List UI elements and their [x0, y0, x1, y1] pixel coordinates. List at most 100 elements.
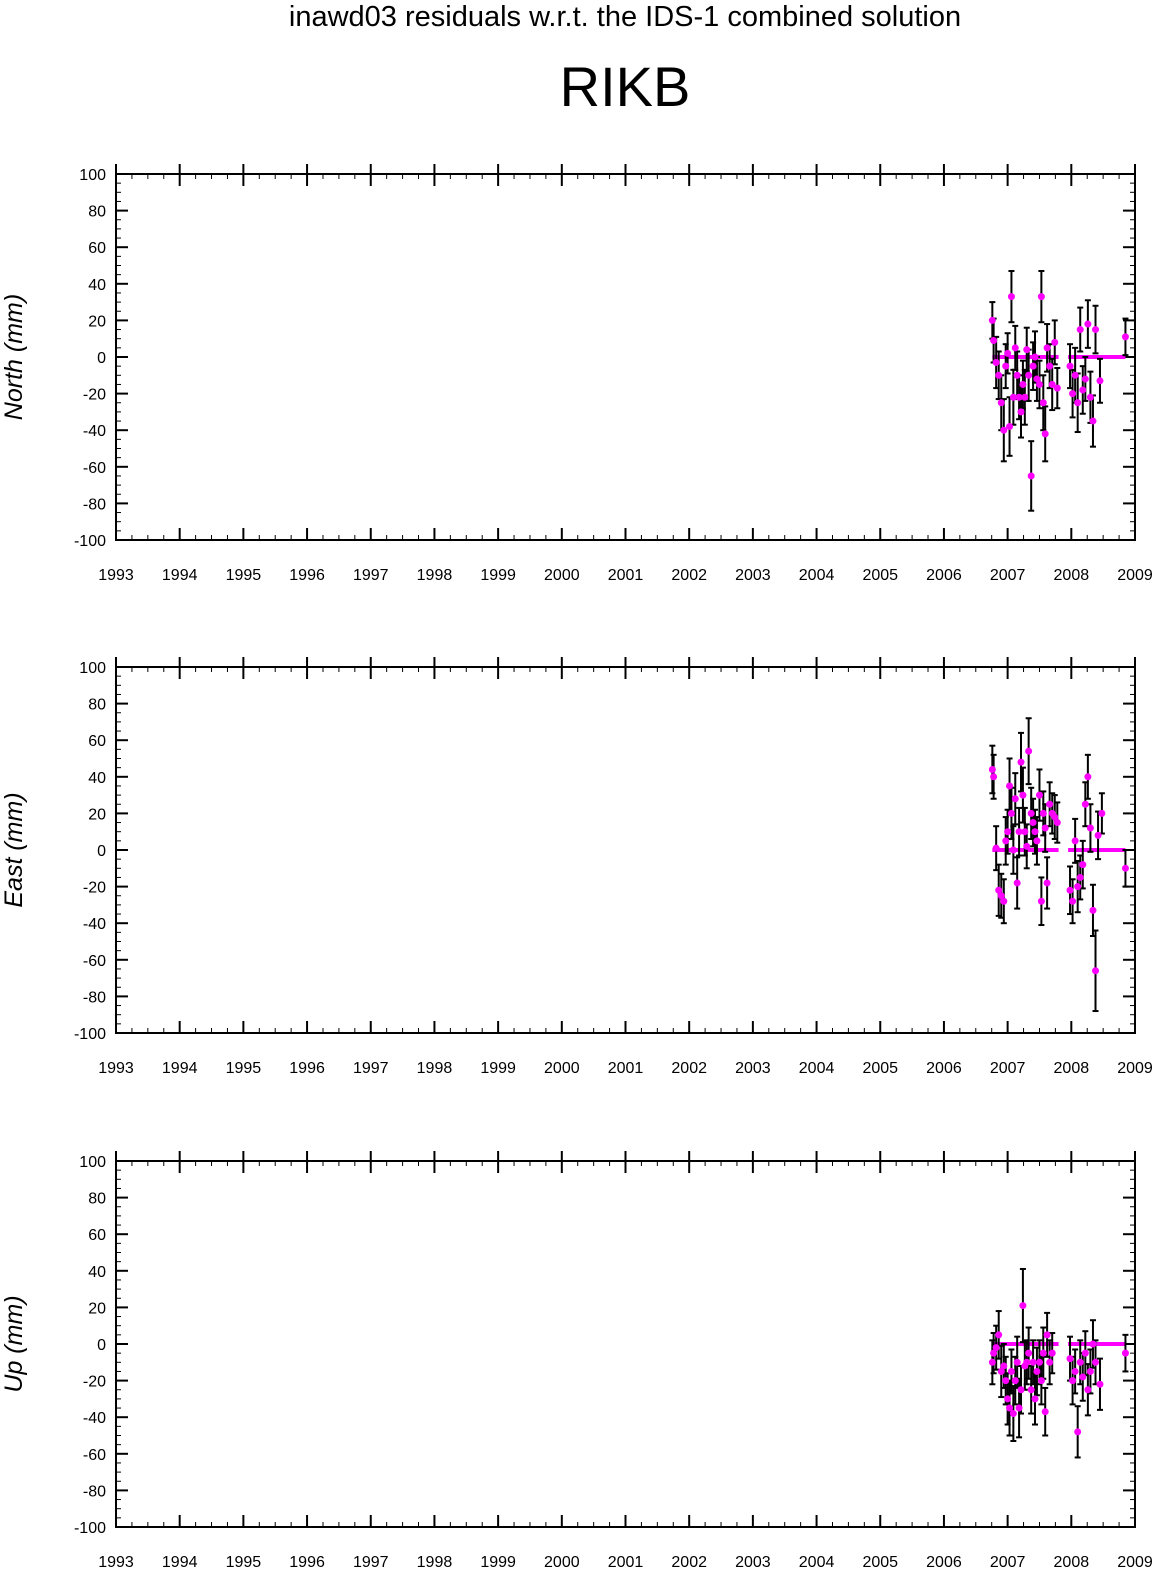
data-point — [1081, 375, 1089, 383]
data-point — [1046, 362, 1054, 370]
data-point — [1084, 1386, 1092, 1394]
y-tick-label: 100 — [79, 660, 106, 677]
data-point — [1000, 1362, 1008, 1370]
x-tick-label: 2006 — [926, 1060, 962, 1077]
data-point — [1048, 1349, 1056, 1357]
y-tick-label: 40 — [88, 1264, 106, 1281]
x-tick-label: 2007 — [990, 567, 1026, 584]
data-point — [997, 399, 1005, 407]
x-tick-label: 2006 — [926, 567, 962, 584]
x-tick-label: 1993 — [98, 1554, 134, 1571]
up-panel: 1993 1994 1995 1996 1997 1998 1999 2000 2001 2002… — [0, 1151, 1153, 1571]
y-tick-label: -20 — [83, 387, 106, 404]
y-tick-label: -80 — [83, 1483, 106, 1500]
x-tick-label: 1995 — [226, 567, 262, 584]
data-point — [1000, 426, 1008, 434]
y-tick-label: 100 — [79, 1154, 106, 1171]
x-tick-label: 2000 — [544, 567, 580, 584]
data-point — [1009, 1410, 1017, 1418]
data-point — [1029, 1358, 1037, 1366]
y-tick-label: -40 — [83, 423, 106, 440]
data-point — [1013, 371, 1021, 379]
y-axis-label: Up (mm) — [0, 1295, 28, 1392]
data-point — [1121, 1349, 1129, 1357]
data-point — [1004, 828, 1012, 836]
y-tick-label: 0 — [97, 350, 106, 367]
data-point — [1033, 1367, 1041, 1375]
x-tick-label: 1996 — [289, 567, 325, 584]
data-point — [1013, 879, 1021, 887]
data-point — [1092, 1358, 1100, 1366]
data-point — [1084, 320, 1092, 328]
data-point — [1121, 864, 1129, 872]
x-tick-label: 1998 — [417, 1060, 453, 1077]
y-tick-label: 0 — [97, 1337, 106, 1354]
x-tick-label: 1994 — [162, 567, 198, 584]
x-tick-label: 1994 — [162, 1060, 198, 1077]
data-point — [1086, 1367, 1094, 1375]
data-point — [1013, 1358, 1021, 1366]
x-tick-label: 2008 — [1054, 1554, 1090, 1571]
y-tick-label: -80 — [83, 989, 106, 1006]
y-tick-label: 20 — [88, 806, 106, 823]
data-point — [1021, 393, 1029, 401]
data-point — [1053, 384, 1061, 392]
data-point — [995, 886, 1003, 894]
x-tick-label: 1993 — [98, 567, 134, 584]
plot-frame — [115, 666, 1136, 1034]
y-tick-label: 20 — [88, 313, 106, 330]
data-point — [1041, 430, 1049, 438]
data-point — [997, 1367, 1005, 1375]
y-axis-label: East (mm) — [0, 792, 28, 907]
x-tick-label: 1997 — [353, 1060, 389, 1077]
data-point — [1025, 747, 1033, 755]
data-point — [1089, 906, 1097, 914]
x-tick-label: 1996 — [289, 1554, 325, 1571]
x-tick-label: 1997 — [353, 567, 389, 584]
data-point — [1043, 1331, 1051, 1339]
north-panel: 1993 1994 1995 1996 1997 1998 1999 2000 2001 2002… — [0, 164, 1153, 584]
data-point — [1074, 883, 1082, 891]
data-point — [1041, 1408, 1049, 1416]
x-tick-label: 1998 — [417, 567, 453, 584]
data-point — [1019, 1302, 1027, 1310]
data-point — [1007, 1367, 1015, 1375]
data-point — [1121, 333, 1129, 341]
data-point — [1051, 338, 1059, 346]
data-point — [995, 1331, 1003, 1339]
y-tick-label: 40 — [88, 277, 106, 294]
data-point — [1081, 800, 1089, 808]
y-tick-label: 20 — [88, 1300, 106, 1317]
data-point — [1031, 353, 1039, 361]
data-point — [1027, 472, 1035, 480]
data-point — [1002, 362, 1010, 370]
y-axis-label: North (mm) — [0, 294, 28, 420]
data-point — [1076, 873, 1084, 881]
y-tick-label: 60 — [88, 1227, 106, 1244]
data-point — [1035, 1358, 1043, 1366]
data-point — [1089, 1340, 1097, 1348]
data-point — [1081, 1349, 1089, 1357]
data-point — [1043, 879, 1051, 887]
x-tick-label: 2008 — [1054, 1060, 1090, 1077]
data-point — [1017, 1386, 1025, 1394]
data-point — [1011, 344, 1019, 352]
x-tick-label: 2006 — [926, 1554, 962, 1571]
data-point — [1029, 362, 1037, 370]
data-point — [990, 1349, 998, 1357]
x-tick-label: 2000 — [544, 1554, 580, 1571]
x-tick-label: 1994 — [162, 1554, 198, 1571]
data-point — [1039, 399, 1047, 407]
data-point — [1096, 1380, 1104, 1388]
data-point — [1000, 897, 1008, 905]
data-point — [1017, 758, 1025, 766]
data-point — [1079, 861, 1087, 869]
data-point — [1002, 837, 1010, 845]
y-tick-label: -100 — [74, 1026, 106, 1043]
data-point — [1069, 1377, 1077, 1385]
x-tick-label: 2004 — [799, 1554, 835, 1571]
data-point — [1094, 831, 1102, 839]
y-tick-label: -40 — [83, 1410, 106, 1427]
data-point — [1011, 1377, 1019, 1385]
